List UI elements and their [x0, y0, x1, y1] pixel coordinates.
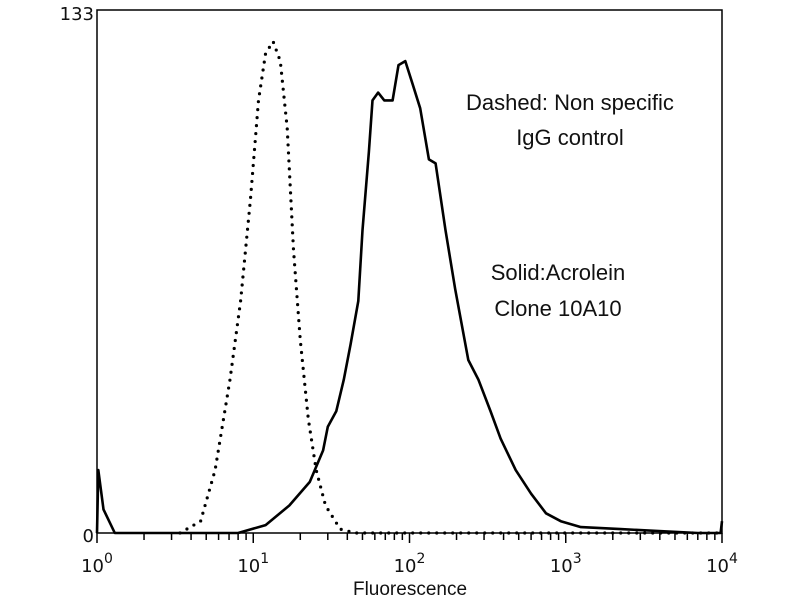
annotation-dashed-line2: IgG control	[516, 125, 624, 150]
annotation-solid-line1: Solid:Acrolein	[491, 260, 626, 285]
annotation-dashed-line1: Dashed: Non specific	[466, 90, 674, 115]
x-tick-label: 100	[81, 551, 113, 577]
series-group	[95, 39, 724, 535]
x-tick-label: 104	[706, 551, 738, 577]
annotation-solid-line2: Clone 10A10	[494, 296, 621, 321]
plot-frame	[96, 9, 723, 534]
x-tick-label: 103	[550, 551, 582, 577]
y-tick-label-0: 0	[83, 526, 94, 547]
y-tick-label-133: 133	[60, 4, 94, 25]
x-tick-label: 102	[394, 551, 426, 577]
series-solid-acrolein	[95, 59, 724, 535]
x-tick-label: 101	[237, 551, 269, 577]
series-dotted-igg-control	[178, 39, 724, 535]
x-axis-label: Fluorescence	[353, 579, 467, 600]
